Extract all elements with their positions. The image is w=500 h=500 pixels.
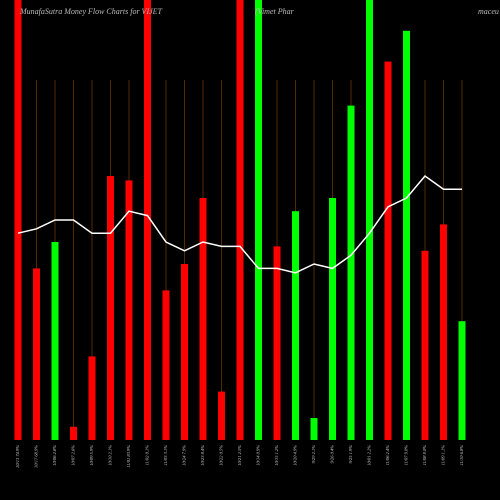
bar: [273, 246, 281, 440]
x-tick-label: 11/08 8.0%: [422, 445, 427, 466]
x-tick-label: 10/15 1.2%: [274, 445, 279, 466]
x-tick-label: 9/26 0.4%: [330, 445, 335, 464]
bar: [218, 391, 225, 440]
bar: [366, 0, 373, 440]
x-tick-label: 11/07 9.0%: [404, 445, 409, 466]
x-tick-label: 11/02 0.1%: [145, 445, 150, 466]
bar: [181, 264, 188, 440]
x-tick-label: 11/06 2.4%: [385, 445, 390, 466]
x-tick-label: 10/07 2.6%: [71, 445, 76, 466]
x-tick-label: 11/09 1.1%: [441, 445, 446, 466]
x-tick-label: 10/21 2.5%: [237, 445, 242, 466]
x-tick-label: 10/14 0.9%: [256, 445, 261, 466]
labels: 10/13 74.9% 10/17 68.9% 10/06 2.8% 10/07 2.…: [15, 445, 464, 468]
bar: [292, 211, 299, 440]
bar: [125, 180, 133, 440]
bar: [329, 198, 336, 440]
x-tick-label: 10/10 2.1%: [108, 445, 113, 466]
chart-title: MunafaSutra Money Flow Charts for VIJET: [19, 7, 163, 16]
bar: [236, 0, 244, 440]
bar: [88, 356, 96, 440]
bar: [162, 290, 170, 440]
bar: [440, 224, 447, 440]
lines: [17, 174, 462, 274]
x-tick-label: 10/20 4.9%: [293, 445, 298, 466]
money-flow-line: [17, 174, 462, 274]
bar: [107, 176, 114, 440]
chart-subtitle: (Vimet Phar: [255, 7, 295, 16]
x-tick-label: 10/09 5.9%: [89, 445, 94, 466]
x-tick-label: 10/13 74.9%: [15, 445, 20, 468]
bar: [14, 0, 22, 440]
x-tick-label: 11/01 83.9%: [126, 445, 131, 468]
x-tick-label: 10/24 7.9%: [182, 445, 187, 466]
x-tick-label: 10/01 2.2%: [367, 445, 372, 466]
bars: [14, 0, 466, 441]
bar: [403, 30, 410, 441]
x-tick-label: 11/10 6.8%: [459, 445, 464, 466]
x-tick-label: 11/03 3.1%: [163, 445, 168, 466]
x-tick-label: 9/25 1.9%: [348, 445, 353, 464]
bar: [144, 0, 151, 440]
x-tick-label: 10/06 2.8%: [52, 445, 57, 466]
bar: [347, 105, 355, 440]
x-tick-label: 10/22 0.5%: [219, 445, 224, 466]
bar: [70, 426, 77, 440]
bar: [384, 61, 392, 440]
bar: [310, 418, 318, 440]
x-tick-label: 10/17 68.9%: [34, 445, 39, 468]
bar: [51, 242, 59, 440]
bar: [421, 250, 429, 440]
x-tick-label: 10/23 8.4%: [200, 445, 205, 466]
bar: [199, 198, 207, 440]
x-tick-label: 9/29 2.1%: [311, 445, 316, 464]
bar: [33, 268, 40, 440]
bar: [458, 321, 466, 440]
chart-subtitle-right: maceu: [478, 7, 499, 16]
bar: [255, 0, 262, 440]
